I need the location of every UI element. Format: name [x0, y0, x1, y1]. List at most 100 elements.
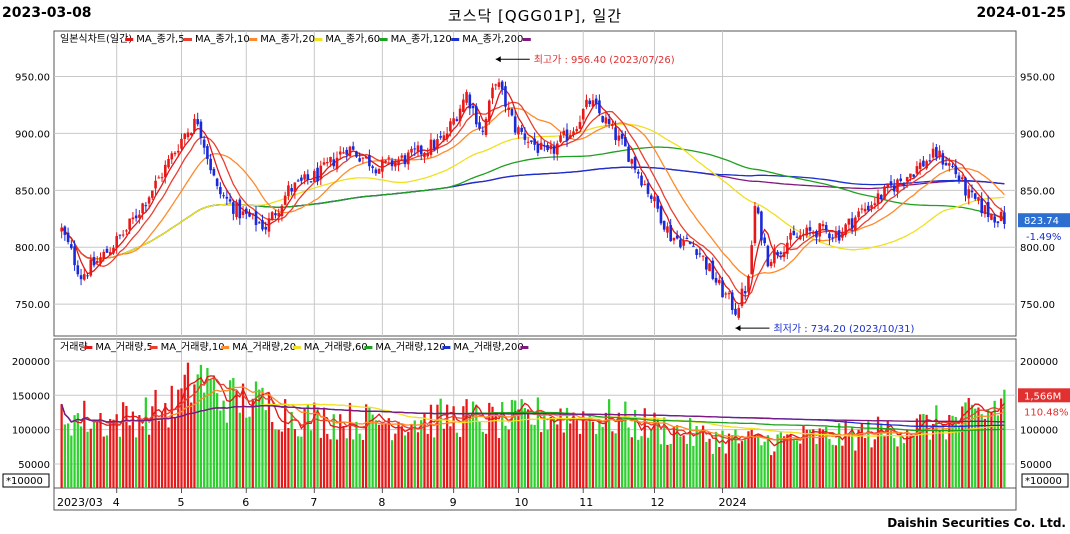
x-tick-label: 6 [242, 496, 249, 509]
volume-bar [863, 438, 867, 488]
candle-body [173, 152, 177, 155]
volume-bar [287, 428, 290, 488]
volume-bar [549, 416, 552, 488]
price-legend-swatch [451, 38, 460, 41]
volume-bar [228, 380, 232, 488]
volume-bar [251, 398, 254, 488]
candle-body [458, 108, 462, 122]
volume-bar [941, 424, 944, 488]
candle-body [108, 251, 112, 256]
volume-bar [144, 397, 147, 488]
candle-body [300, 177, 303, 181]
candle-body [951, 166, 954, 168]
volume-bar [212, 375, 216, 488]
volume-bar [397, 421, 400, 488]
candle-body [773, 248, 776, 264]
candle-body [802, 234, 805, 236]
volume-bar [433, 437, 436, 488]
candle-body [248, 212, 251, 217]
candle-body [837, 230, 841, 241]
volume-bar [420, 420, 423, 488]
price-y-tick-left: 750.00 [15, 300, 50, 311]
candle-body [986, 202, 990, 218]
volume-bar [73, 415, 76, 488]
candle-body [662, 220, 666, 230]
volume-bar [160, 412, 164, 488]
volume-bar [620, 421, 624, 488]
volume-bar [601, 426, 604, 488]
volume-bar [193, 384, 196, 488]
volume-bar [711, 453, 714, 488]
volume-bar [258, 389, 261, 488]
candle-body [484, 118, 488, 136]
volume-bar [753, 435, 757, 488]
candle-body [465, 92, 468, 103]
volume-bar [676, 425, 679, 488]
volume-bar [970, 404, 974, 488]
candle-body [879, 194, 883, 200]
price-legend: 일본식차트(일간) MA_종가,5 MA_종가,10 MA_종가,20 MA_종가,60… [60, 33, 531, 45]
volume-bar [442, 428, 446, 488]
volume-bar [527, 409, 530, 488]
candle-body [973, 193, 977, 199]
candle-body [79, 275, 83, 280]
candle-body [209, 158, 212, 171]
x-tick-label: 7 [310, 496, 317, 509]
volume-bar [919, 414, 922, 488]
candle-body [442, 135, 446, 141]
volume-bar [951, 415, 954, 488]
candle-body [128, 218, 131, 230]
date-axis-frame [53, 487, 1017, 511]
volume-bar [669, 443, 672, 488]
candle-body [847, 218, 851, 225]
candle-body [922, 160, 925, 167]
price-ma-line [61, 123, 1005, 260]
volume-y-tick-left: 200000 [12, 357, 50, 368]
candle-body [714, 277, 718, 283]
volume-bar [316, 407, 319, 488]
volume-bar [203, 392, 206, 488]
candle-body [212, 168, 216, 176]
candle-body [452, 118, 455, 125]
volume-ma-line [60, 403, 1005, 432]
candle-body [244, 208, 248, 214]
candle-body [387, 157, 391, 159]
candle-body [653, 196, 656, 202]
price-ma-line [61, 166, 1005, 260]
volume-bar [928, 439, 932, 488]
candle-body [892, 185, 896, 192]
candle-body [850, 218, 854, 229]
candle-body [170, 153, 174, 160]
volume-bar [530, 424, 533, 488]
volume-bar [964, 402, 967, 488]
volume-bar [105, 435, 109, 488]
candle-body [730, 292, 734, 310]
volume-legend-item: MA_거래량,120 [375, 341, 445, 353]
candle-body [251, 213, 255, 215]
price-ma-line [61, 166, 1005, 260]
candle-body [138, 214, 141, 218]
candle-body [410, 148, 413, 153]
volume-legend-label: 거래량 [60, 341, 88, 353]
volume-bar [795, 440, 799, 488]
volume-bar [267, 392, 271, 488]
candle-body [717, 279, 721, 284]
candle-body [679, 239, 682, 248]
candle-body [611, 124, 614, 126]
volume-bar [698, 430, 701, 488]
candle-body [980, 198, 983, 214]
volume-bar [870, 447, 873, 488]
volume-bar [666, 444, 669, 488]
volume-bar [653, 412, 656, 488]
volume-bar [718, 446, 721, 488]
candle-body [815, 231, 818, 238]
volume-bar [961, 406, 964, 488]
candle-body [228, 199, 232, 202]
candle-body [115, 235, 118, 248]
candle-body [199, 121, 203, 138]
candle-body [283, 195, 287, 205]
candle-body [578, 121, 582, 129]
volume-bar [769, 455, 773, 488]
volume-bar [614, 433, 617, 488]
